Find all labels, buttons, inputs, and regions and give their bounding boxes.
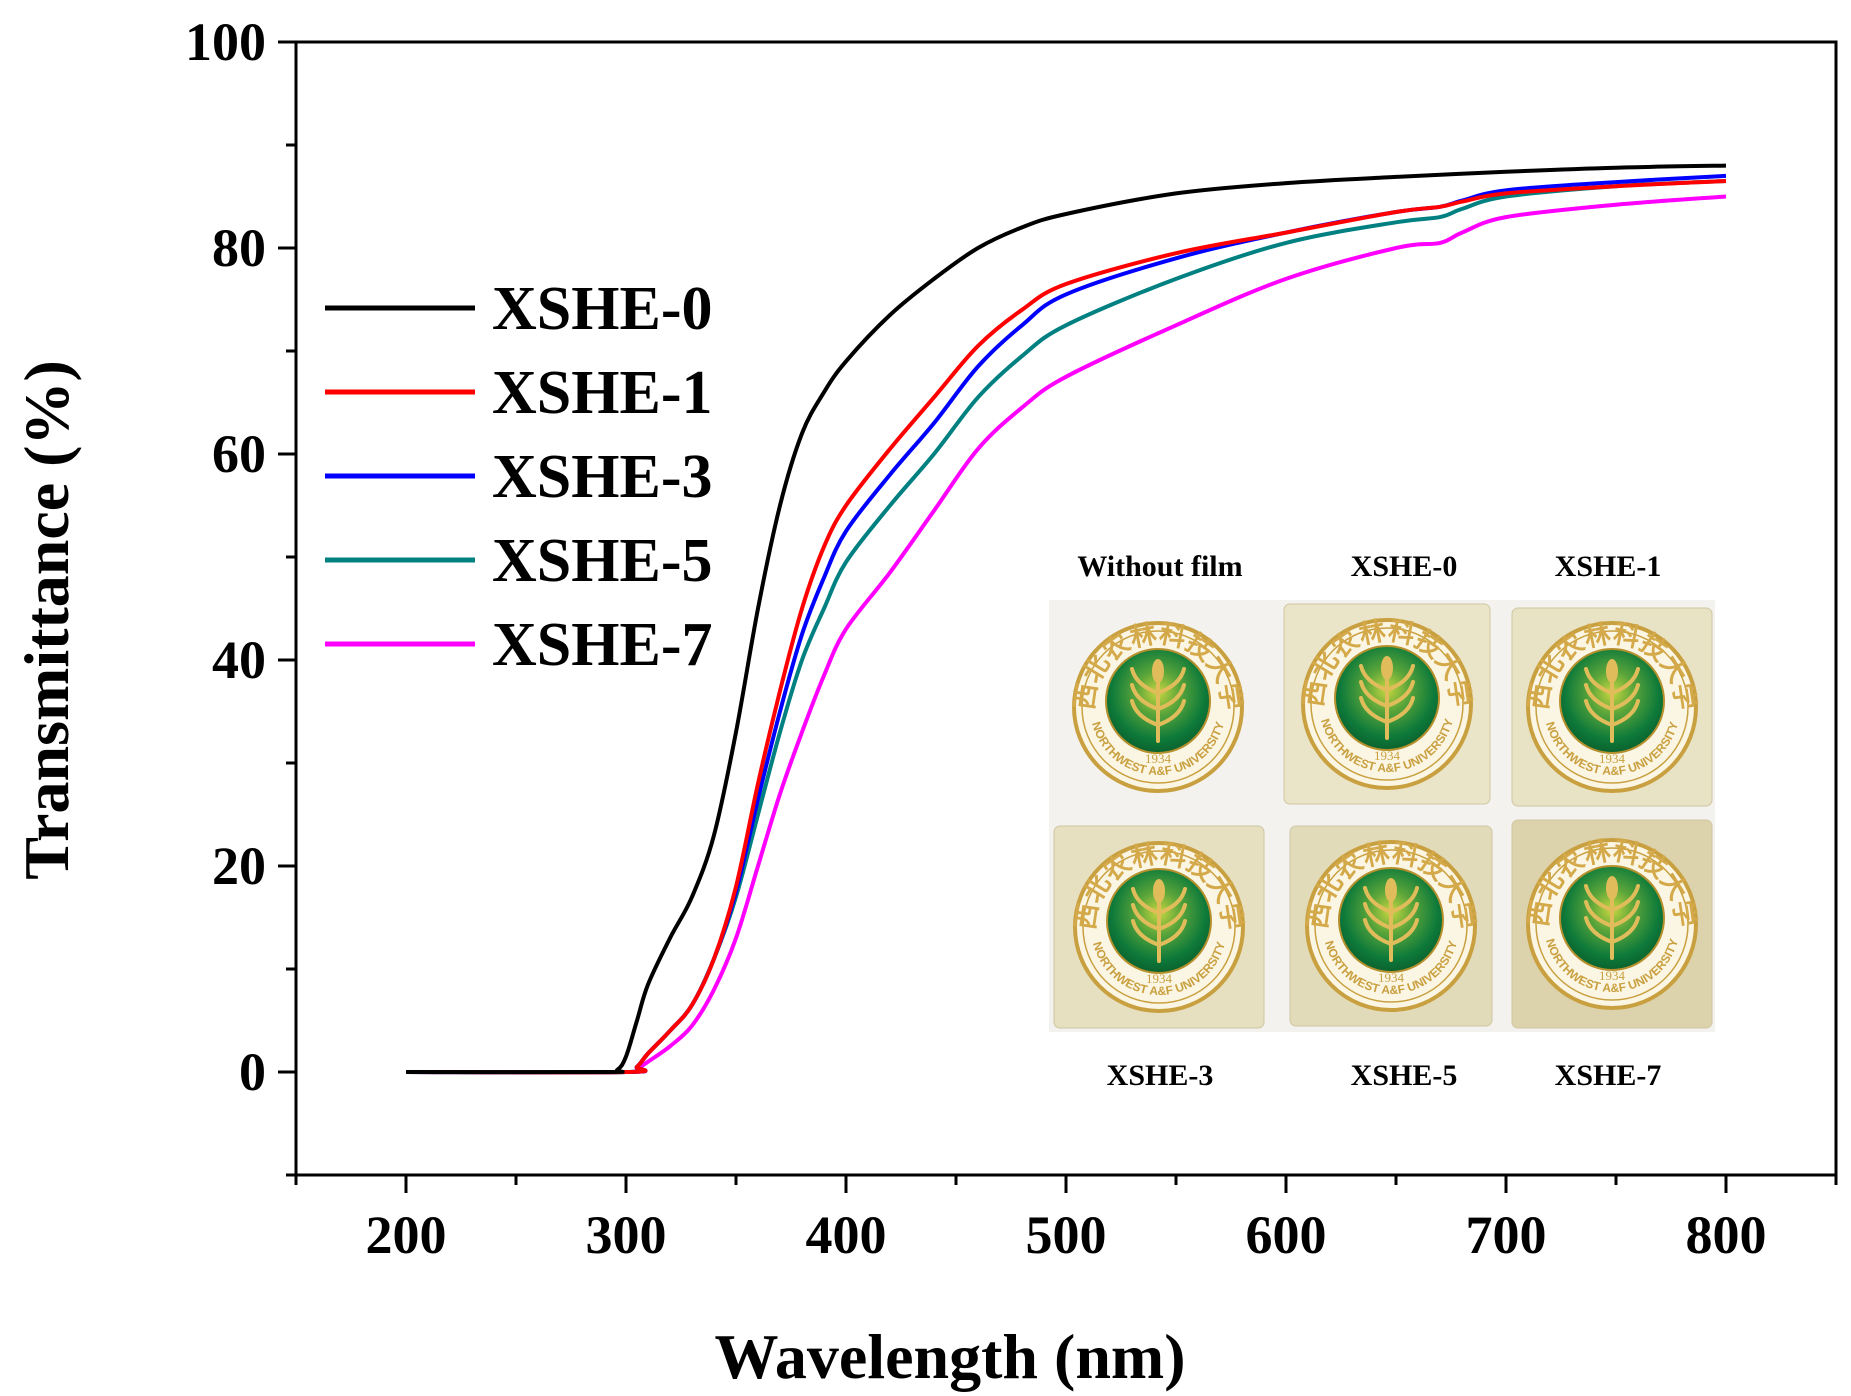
wheat-emblem [1363, 878, 1419, 962]
x-tick-label: 800 [1686, 1205, 1767, 1265]
wheat-emblem [1130, 659, 1186, 743]
wheat-emblem [1131, 879, 1187, 963]
y-tick-label: 0 [239, 1042, 266, 1102]
legend-label-xshe-0: XSHE-0 [492, 275, 712, 343]
x-axis-title: Wavelength (nm) [714, 1321, 1185, 1392]
x-tick-label: 200 [366, 1205, 447, 1265]
y-axis-title: Transmittance (%) [11, 360, 82, 880]
legend-label-xshe-7: XSHE-7 [492, 611, 712, 679]
legend-label-xshe-3: XSHE-3 [492, 443, 712, 511]
seal-year: 1934 [1378, 970, 1405, 985]
seal-year: 1934 [1374, 748, 1401, 763]
x-tick-label: 400 [806, 1205, 887, 1265]
y-tick-label: 20 [212, 836, 266, 896]
legend-label-xshe-1: XSHE-1 [492, 359, 712, 427]
legend: XSHE-0 XSHE-1 XSHE-3 XSHE-5 XSHE-7 [325, 275, 712, 679]
y-tick-label: 60 [212, 424, 266, 484]
x-tick-label: 500 [1026, 1205, 1107, 1265]
inset-top-label: XSHE-1 [1555, 550, 1662, 583]
wheat-emblem [1359, 656, 1415, 740]
series-line-xshe-1 [405, 179, 1727, 1075]
inset-top-labels: Without film XSHE-0 XSHE-1 [1077, 550, 1661, 583]
inset-bottom-label: XSHE-3 [1107, 1059, 1214, 1092]
y-tick-labels: 0 20 40 60 80 100 [185, 12, 266, 1102]
x-tick-label: 600 [1246, 1205, 1327, 1265]
inset-bottom-label: XSHE-7 [1555, 1059, 1662, 1092]
seal-year: 1934 [1146, 971, 1173, 986]
wheat-emblem [1584, 659, 1640, 743]
inset-bottom-label: XSHE-5 [1351, 1059, 1458, 1092]
legend-label-xshe-5: XSHE-5 [492, 527, 712, 595]
seal-year: 1934 [1599, 968, 1626, 983]
inset-top-label: XSHE-0 [1351, 550, 1458, 583]
axis-ticks [278, 40, 1838, 1193]
seal-year: 1934 [1145, 751, 1172, 766]
inset-bottom-labels: XSHE-3 XSHE-5 XSHE-7 [1107, 1059, 1662, 1092]
y-tick-label: 80 [212, 218, 266, 278]
wheat-emblem [1584, 876, 1640, 960]
inset-top-label: Without film [1077, 550, 1242, 583]
series-line-xshe-0 [405, 163, 1727, 1075]
series-lines [405, 163, 1727, 1075]
inset-photo-panel: Without film XSHE-0 XSHE-1 XSHE-3 XSHE-5 XSH… [1049, 550, 1715, 1092]
x-tick-label: 700 [1466, 1205, 1547, 1265]
series-line-xshe-7 [405, 194, 1727, 1075]
y-tick-label: 100 [185, 12, 266, 72]
x-tick-labels: 200 300 400 500 600 700 800 [366, 1205, 1767, 1265]
x-tick-label: 300 [586, 1205, 667, 1265]
y-tick-label: 40 [212, 630, 266, 690]
seal-year: 1934 [1599, 751, 1626, 766]
